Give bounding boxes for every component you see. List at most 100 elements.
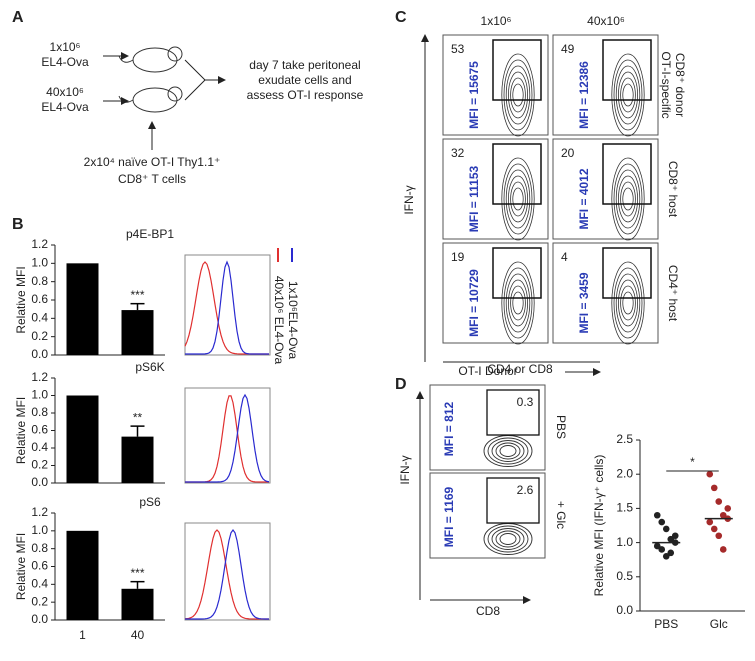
percent-label: 4 <box>561 250 568 264</box>
panel-label: B <box>12 216 24 233</box>
gate <box>492 247 542 299</box>
readout-text: assess OT-I response <box>247 88 364 102</box>
significance: * <box>690 455 695 469</box>
histogram-curve <box>185 393 270 483</box>
panel-label: C <box>395 9 407 26</box>
legend-entry: 40x10⁶ EL4-Ova <box>272 276 286 365</box>
significance: ** <box>133 410 143 424</box>
y-tick-label: 1.0 <box>31 523 48 537</box>
point <box>667 535 675 543</box>
point <box>671 532 679 540</box>
y-tick-label: 0.8 <box>31 405 48 419</box>
y-tick-label: 1.0 <box>31 388 48 402</box>
x-axis-label: CD4 or CD8 <box>487 362 553 376</box>
percent-label: 2.6 <box>517 483 534 497</box>
dose-label: EL4-Ova <box>41 55 89 69</box>
y-tick-label: 1.2 <box>31 237 48 251</box>
bar <box>121 436 154 483</box>
bar <box>121 588 154 620</box>
mouse-icon <box>167 86 183 102</box>
mfi-label: MFI = 11153 <box>467 165 481 232</box>
gate <box>602 143 652 205</box>
y-axis-label: IFN-γ <box>402 185 416 214</box>
contour <box>495 442 521 460</box>
transfer-text: CD8⁺ T cells <box>118 172 186 186</box>
y-tick-label: 0.0 <box>616 603 633 617</box>
mouse-icon <box>132 87 178 113</box>
legend-entry: 1x10⁶EL4-Ova <box>286 281 300 360</box>
gate <box>486 389 540 436</box>
contour <box>622 291 634 315</box>
mfi-label: MFI = 1169 <box>442 486 456 547</box>
y-tick-label: 1.2 <box>31 370 48 384</box>
dose-label: 40x10⁶ <box>46 85 84 99</box>
contour <box>615 65 641 125</box>
point <box>667 549 675 557</box>
bar <box>66 395 99 483</box>
readout-text: exudate cells and <box>258 73 351 87</box>
y-tick-label: 1.0 <box>616 535 633 549</box>
contour <box>613 163 643 235</box>
point <box>715 498 723 505</box>
contour <box>499 445 517 457</box>
point <box>706 518 714 526</box>
flow-plot <box>442 242 549 344</box>
chart-title: p4E-BP1 <box>126 227 174 241</box>
y-tick-label: 1.0 <box>31 256 48 270</box>
contour <box>620 77 636 113</box>
contour <box>491 528 525 550</box>
condition-label: + Glc <box>554 501 568 529</box>
arrow <box>184 59 206 81</box>
mfi-label: MFI = 15675 <box>467 61 481 129</box>
y-tick-label: 0.6 <box>31 559 48 573</box>
point <box>715 532 723 540</box>
x-tick-label: 1 <box>79 628 86 642</box>
contour <box>611 53 645 137</box>
y-tick-label: 2.0 <box>616 466 633 480</box>
contour <box>613 59 643 131</box>
point <box>710 525 718 533</box>
percent-label: 0.3 <box>517 395 534 409</box>
dose-label: 1x10⁶ <box>50 40 81 54</box>
contour <box>615 169 641 229</box>
histogram-frame <box>184 254 271 356</box>
contour <box>501 261 535 345</box>
y-tick-label: 0.5 <box>616 569 633 583</box>
x-tick-label: PBS <box>654 617 678 631</box>
y-axis-label: Relative MFI <box>14 266 28 333</box>
point <box>653 511 661 519</box>
histogram-curve <box>185 395 269 483</box>
histogram-curve <box>184 529 269 620</box>
y-tick-label: 0.6 <box>31 423 48 437</box>
contour <box>503 163 533 235</box>
contour <box>622 83 634 107</box>
y-tick-label: 0.0 <box>31 347 48 361</box>
panel-label: D <box>395 376 407 393</box>
x-tick-label: 40 <box>131 628 145 642</box>
y-tick-label: 0.2 <box>31 594 48 608</box>
row-label: CD8⁺ host <box>666 161 680 218</box>
percent-label: 49 <box>561 42 575 56</box>
row-label: CD4⁺ host <box>666 265 680 322</box>
flow-plot <box>442 34 549 136</box>
gate <box>492 143 542 205</box>
contour <box>491 440 525 462</box>
flow-plot <box>442 138 549 240</box>
arrow <box>184 79 206 101</box>
contour <box>512 187 524 211</box>
column-header: 1x10⁶ <box>481 14 512 28</box>
contour <box>615 273 641 333</box>
y-axis-label: Relative MFI <box>14 397 28 464</box>
point <box>719 511 727 519</box>
chart-title: pS6 <box>139 495 161 509</box>
bar <box>66 530 99 620</box>
gate <box>492 39 542 101</box>
readout-text: day 7 take peritoneal <box>249 58 360 72</box>
histogram-curve <box>185 528 270 620</box>
gate <box>602 39 652 101</box>
flow-plot <box>552 242 659 344</box>
contour <box>618 71 639 119</box>
panel-title: OT-I Donor <box>458 364 517 378</box>
percent-label: 19 <box>451 250 465 264</box>
